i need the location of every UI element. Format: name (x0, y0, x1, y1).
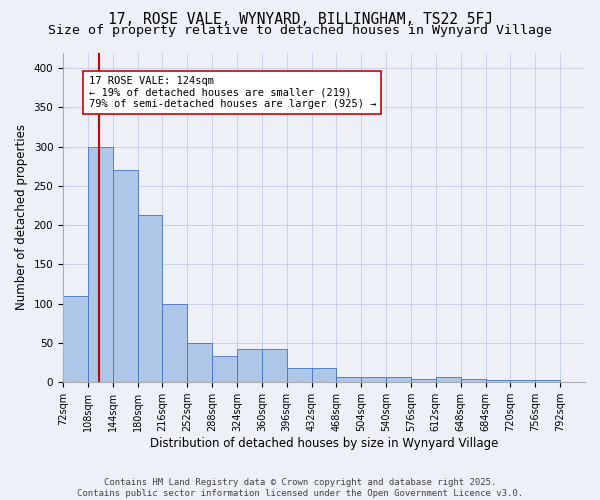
Bar (461, 379, 485, 382)
Bar (411, 379, 436, 382)
Bar (485, 380, 511, 382)
Bar (212, 356, 237, 382)
Text: Size of property relative to detached houses in Wynyard Village: Size of property relative to detached ho… (48, 24, 552, 37)
Bar (361, 376, 386, 382)
Text: 17 ROSE VALE: 124sqm
← 19% of detached houses are smaller (219)
79% of semi-deta: 17 ROSE VALE: 124sqm ← 19% of detached h… (89, 76, 376, 110)
Y-axis label: Number of detached properties: Number of detached properties (15, 124, 28, 310)
Bar (337, 376, 361, 382)
Bar (237, 350, 262, 382)
Bar (511, 380, 535, 382)
Bar (163, 304, 187, 382)
Bar (386, 376, 411, 382)
Bar (88, 146, 113, 382)
Bar (287, 368, 311, 382)
Bar (311, 368, 337, 382)
Bar (187, 343, 212, 382)
Bar (113, 170, 137, 382)
X-axis label: Distribution of detached houses by size in Wynyard Village: Distribution of detached houses by size … (150, 437, 498, 450)
Bar (63, 296, 88, 382)
Text: 17, ROSE VALE, WYNYARD, BILLINGHAM, TS22 5FJ: 17, ROSE VALE, WYNYARD, BILLINGHAM, TS22… (107, 12, 493, 28)
Text: Contains HM Land Registry data © Crown copyright and database right 2025.
Contai: Contains HM Land Registry data © Crown c… (77, 478, 523, 498)
Bar (436, 376, 461, 382)
Bar (262, 350, 287, 382)
Bar (535, 380, 560, 382)
Bar (137, 215, 163, 382)
